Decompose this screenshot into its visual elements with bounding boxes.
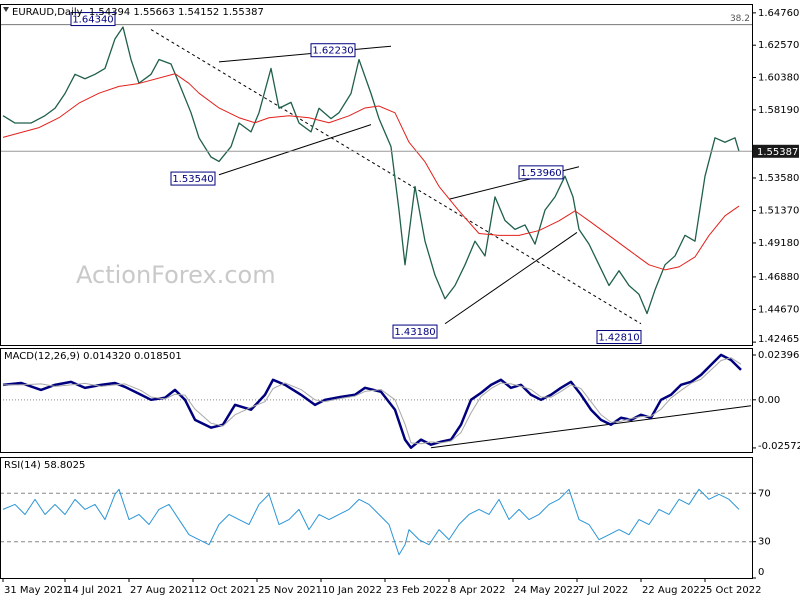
series-line <box>2 73 740 271</box>
y-tick-label: 1.46880 <box>758 272 799 283</box>
y-tick-label: 1.42465 <box>758 334 799 345</box>
price-label-box <box>392 324 438 339</box>
trendline <box>218 45 392 63</box>
panel-border <box>0 348 753 453</box>
last-price-tag <box>753 144 799 158</box>
x-tick-label: 22 Aug 2022 <box>642 585 706 596</box>
trendline <box>150 29 642 325</box>
x-tick-label: 25 Nov 2021 <box>258 585 322 596</box>
y-tick-label: 1.51370 <box>758 206 799 217</box>
x-tick-label: 10 Jan 2022 <box>322 585 382 596</box>
y-tick-label: 1.58190 <box>758 105 799 116</box>
x-tick-label: 12 Oct 2021 <box>194 585 256 596</box>
last-price-label: 1.55387 <box>757 147 798 158</box>
price-label: 1.53960 <box>520 168 561 179</box>
title-icon <box>3 7 9 12</box>
series-line <box>2 488 740 556</box>
price-label-box <box>310 43 356 58</box>
plot-area <box>0 353 752 449</box>
x-tick-label: 31 May 2021 <box>4 585 69 596</box>
panel-title: MACD(12,26,9) 0.014320 0.018501 <box>4 351 182 362</box>
y-tick-label: 0.023963 <box>758 350 800 361</box>
price-label-box <box>70 12 116 27</box>
x-tick-label: 8 Apr 2022 <box>450 585 505 596</box>
series-line <box>3 357 742 445</box>
price-label: 1.53540 <box>172 174 213 185</box>
y-tick-label: 1.64760 <box>758 8 799 19</box>
price-label-box <box>596 330 642 345</box>
plot-area: ActionForex.com 38.2 <box>0 14 752 325</box>
y-tick-label: 0 <box>758 567 764 578</box>
y-tick-label: 1.49180 <box>758 238 799 249</box>
x-tick-label: 5 Oct 2022 <box>706 585 761 596</box>
price-label: 1.43180 <box>394 327 435 338</box>
y-tick-label: 0.00 <box>758 395 780 406</box>
panel-border <box>0 4 753 346</box>
panel-title: RSI(14) 58.8025 <box>4 460 85 471</box>
series-line <box>2 26 740 315</box>
y-tick-label: 30 <box>758 537 771 548</box>
x-tick-label: 23 Feb 2022 <box>386 585 448 596</box>
x-tick-label: 7 Jul 2022 <box>578 585 628 596</box>
y-tick-label: 1.62570 <box>758 40 799 51</box>
panel-title: EURAUD,Daily 1.54394 1.55663 1.54152 1.5… <box>12 7 264 18</box>
y-tick-label: 1.60380 <box>758 73 799 84</box>
price-label: 1.42810 <box>598 333 639 344</box>
y-tick-label: -0.025726 <box>758 441 800 452</box>
watermark: ActionForex.com <box>76 261 276 289</box>
x-tick-label: 14 Jul 2021 <box>66 585 123 596</box>
y-tick-label: 1.44670 <box>758 305 799 316</box>
price-label: 1.64340 <box>72 15 113 26</box>
trendline <box>430 405 752 449</box>
plot-area <box>0 488 752 556</box>
y-tick-label: 1.53580 <box>758 173 799 184</box>
y-tick-label: 70 <box>758 488 771 499</box>
x-tick-label: 24 May 2022 <box>514 585 579 596</box>
price-label-box <box>518 165 564 180</box>
x-tick-label: 27 Aug 2021 <box>130 585 194 596</box>
price-label: 1.62230 <box>312 46 353 57</box>
panel-border <box>0 457 753 579</box>
trendline <box>218 124 372 176</box>
price-label-box <box>170 171 216 186</box>
trendline <box>444 232 578 325</box>
fib-label: 38.2 <box>730 14 750 24</box>
